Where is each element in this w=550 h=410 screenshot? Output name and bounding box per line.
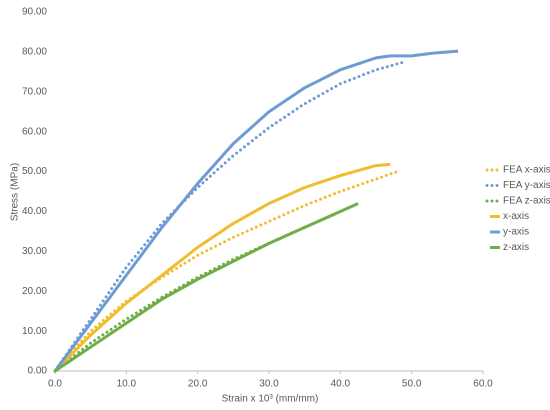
legend-label: FEA x-axis bbox=[503, 165, 550, 176]
legend-label: FEA y-axis bbox=[503, 180, 550, 191]
y-tick-label: 0.00 bbox=[28, 366, 48, 377]
legend-label: x-axis bbox=[503, 211, 529, 222]
x-tick-label: 30.0 bbox=[259, 379, 279, 390]
y-tick-label: 60.00 bbox=[22, 126, 47, 137]
x-tick-label: 20.0 bbox=[188, 379, 208, 390]
y-tick-label: 50.00 bbox=[22, 166, 47, 177]
series-line bbox=[54, 202, 359, 373]
series-line bbox=[53, 162, 391, 373]
x-tick-label: 60.0 bbox=[473, 379, 493, 390]
legend-label: z-axis bbox=[503, 242, 529, 253]
y-axis-label: Stress (MPa) bbox=[10, 163, 21, 221]
y-tick-label: 40.00 bbox=[22, 206, 47, 217]
x-axis-label: Strain x 10³ (mm/mm) bbox=[222, 394, 319, 405]
y-tick-label: 20.00 bbox=[22, 286, 47, 297]
legend-label: y-axis bbox=[503, 227, 529, 238]
series-line bbox=[53, 49, 459, 372]
x-tick-label: 0.0 bbox=[48, 379, 62, 390]
y-tick-label: 30.00 bbox=[22, 246, 47, 257]
y-tick-label: 80.00 bbox=[22, 47, 47, 58]
x-tick-label: 40.0 bbox=[331, 379, 351, 390]
series-line bbox=[53, 211, 339, 373]
series-line bbox=[53, 170, 399, 373]
legend-label: FEA z-axis bbox=[503, 196, 550, 207]
series-line bbox=[53, 60, 407, 373]
y-tick-label: 90.00 bbox=[22, 7, 47, 18]
x-tick-label: 10.0 bbox=[117, 379, 137, 390]
y-tick-label: 70.00 bbox=[22, 86, 47, 97]
x-tick-label: 50.0 bbox=[402, 379, 422, 390]
y-tick-label: 10.00 bbox=[22, 326, 47, 337]
